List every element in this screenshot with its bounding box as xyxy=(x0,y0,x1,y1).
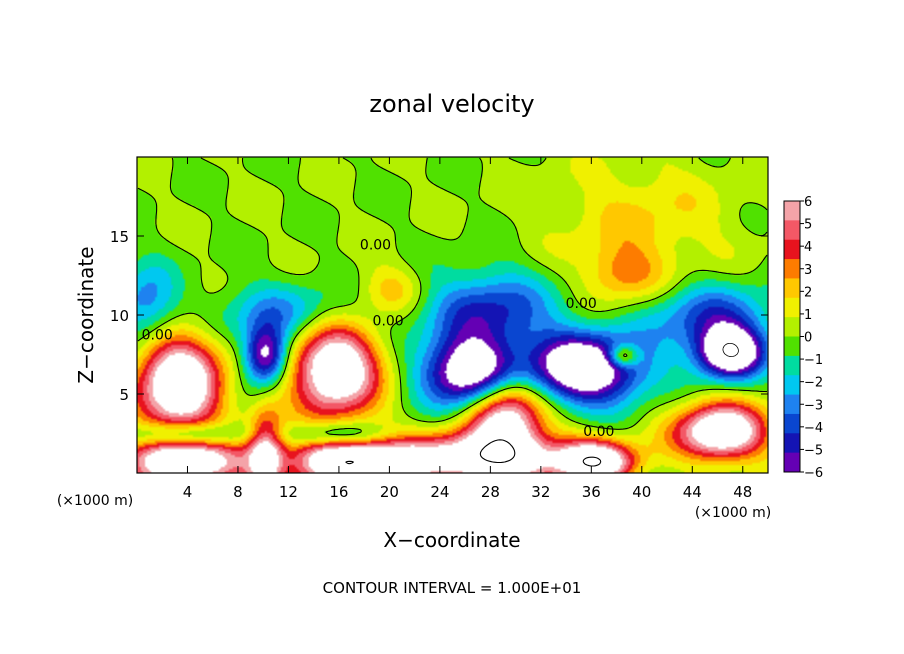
contour-line xyxy=(722,343,739,357)
contour-label: 0.00 xyxy=(360,237,391,253)
colorbar-segment xyxy=(784,317,800,337)
colorbar-segment xyxy=(784,220,800,241)
colorbar-segment xyxy=(784,259,800,279)
chart-title: zonal velocity xyxy=(369,90,534,118)
colorbar-tick-label: −3 xyxy=(804,398,823,413)
x-tick-label: 44 xyxy=(683,483,702,501)
x-tick-label: 28 xyxy=(481,483,500,501)
x-tick-label: 36 xyxy=(582,483,601,501)
colorbar-segment xyxy=(784,278,800,299)
x-axis-ticks: 4 8 12 16 20 24 28 32 36 40 44 48 xyxy=(183,157,752,501)
colorbar-segment xyxy=(784,452,800,473)
colorbar-segment xyxy=(784,355,800,376)
y-axis-ticks: 5 10 15 xyxy=(110,228,768,404)
plot-area xyxy=(137,157,768,473)
colorbar-tick-label: 1 xyxy=(804,308,812,323)
x-tick-label: 16 xyxy=(329,483,348,501)
colorbar-tick-label: 4 xyxy=(804,240,812,255)
x-axis-label: X−coordinate xyxy=(383,528,520,552)
colorbar-segment xyxy=(784,433,800,454)
x-axis-units-right: (×1000 m) xyxy=(695,505,771,521)
colorbar-tick-label: 3 xyxy=(804,263,812,278)
colorbar-segment xyxy=(784,239,800,260)
colorbar xyxy=(783,200,801,473)
x-tick-label: 32 xyxy=(531,483,550,501)
colorbar-tick-label: 0 xyxy=(804,331,812,346)
colorbar-tick-label: −5 xyxy=(804,443,823,458)
colorbar-segment xyxy=(784,201,800,221)
y-tick-label: 15 xyxy=(110,228,129,246)
colorbar-tick-label: −1 xyxy=(804,353,823,368)
colorbar-segment xyxy=(784,394,800,415)
y-tick-label: 5 xyxy=(119,386,129,404)
x-tick-label: 40 xyxy=(632,483,651,501)
colorbar-tick-label: 6 xyxy=(804,195,812,210)
contour-label: 0.00 xyxy=(373,313,404,329)
heatmap-field xyxy=(137,157,768,473)
colorbar-tick-label: −4 xyxy=(804,421,823,436)
contour-lines xyxy=(137,157,768,467)
x-tick-label: 4 xyxy=(183,483,193,501)
contour-label: 0.00 xyxy=(566,296,597,312)
x-axis-units-left: (×1000 m) xyxy=(57,493,133,509)
x-tick-label: 48 xyxy=(733,483,752,501)
colorbar-tick-label: −2 xyxy=(804,376,823,391)
colorbar-labels: 6 5 4 3 2 1 0 −1 −2 −3 −4 −5 −6 xyxy=(800,195,823,481)
colorbar-tick-label: −6 xyxy=(804,466,823,481)
x-tick-label: 8 xyxy=(233,483,243,501)
colorbar-segment xyxy=(784,375,800,395)
contour-label: 0.00 xyxy=(142,328,173,344)
x-tick-label: 20 xyxy=(380,483,399,501)
colorbar-tick-label: 5 xyxy=(804,218,812,233)
contour-line xyxy=(345,439,602,467)
y-axis-label: Z−coordinate xyxy=(74,246,98,383)
contour-labels: 0.00 0.00 0.00 0.00 0.00 xyxy=(142,237,615,439)
contour-interval-note: CONTOUR INTERVAL = 1.000E+01 xyxy=(323,579,582,597)
contour-line xyxy=(137,157,768,436)
colorbar-segment xyxy=(784,336,800,357)
x-tick-label: 12 xyxy=(279,483,298,501)
x-tick-label: 24 xyxy=(430,483,449,501)
contour-label: 0.00 xyxy=(583,424,614,440)
colorbar-segment xyxy=(784,413,800,434)
y-tick-label: 10 xyxy=(110,307,129,325)
colorbar-segment xyxy=(784,297,800,318)
colorbar-tick-label: 2 xyxy=(804,285,812,300)
